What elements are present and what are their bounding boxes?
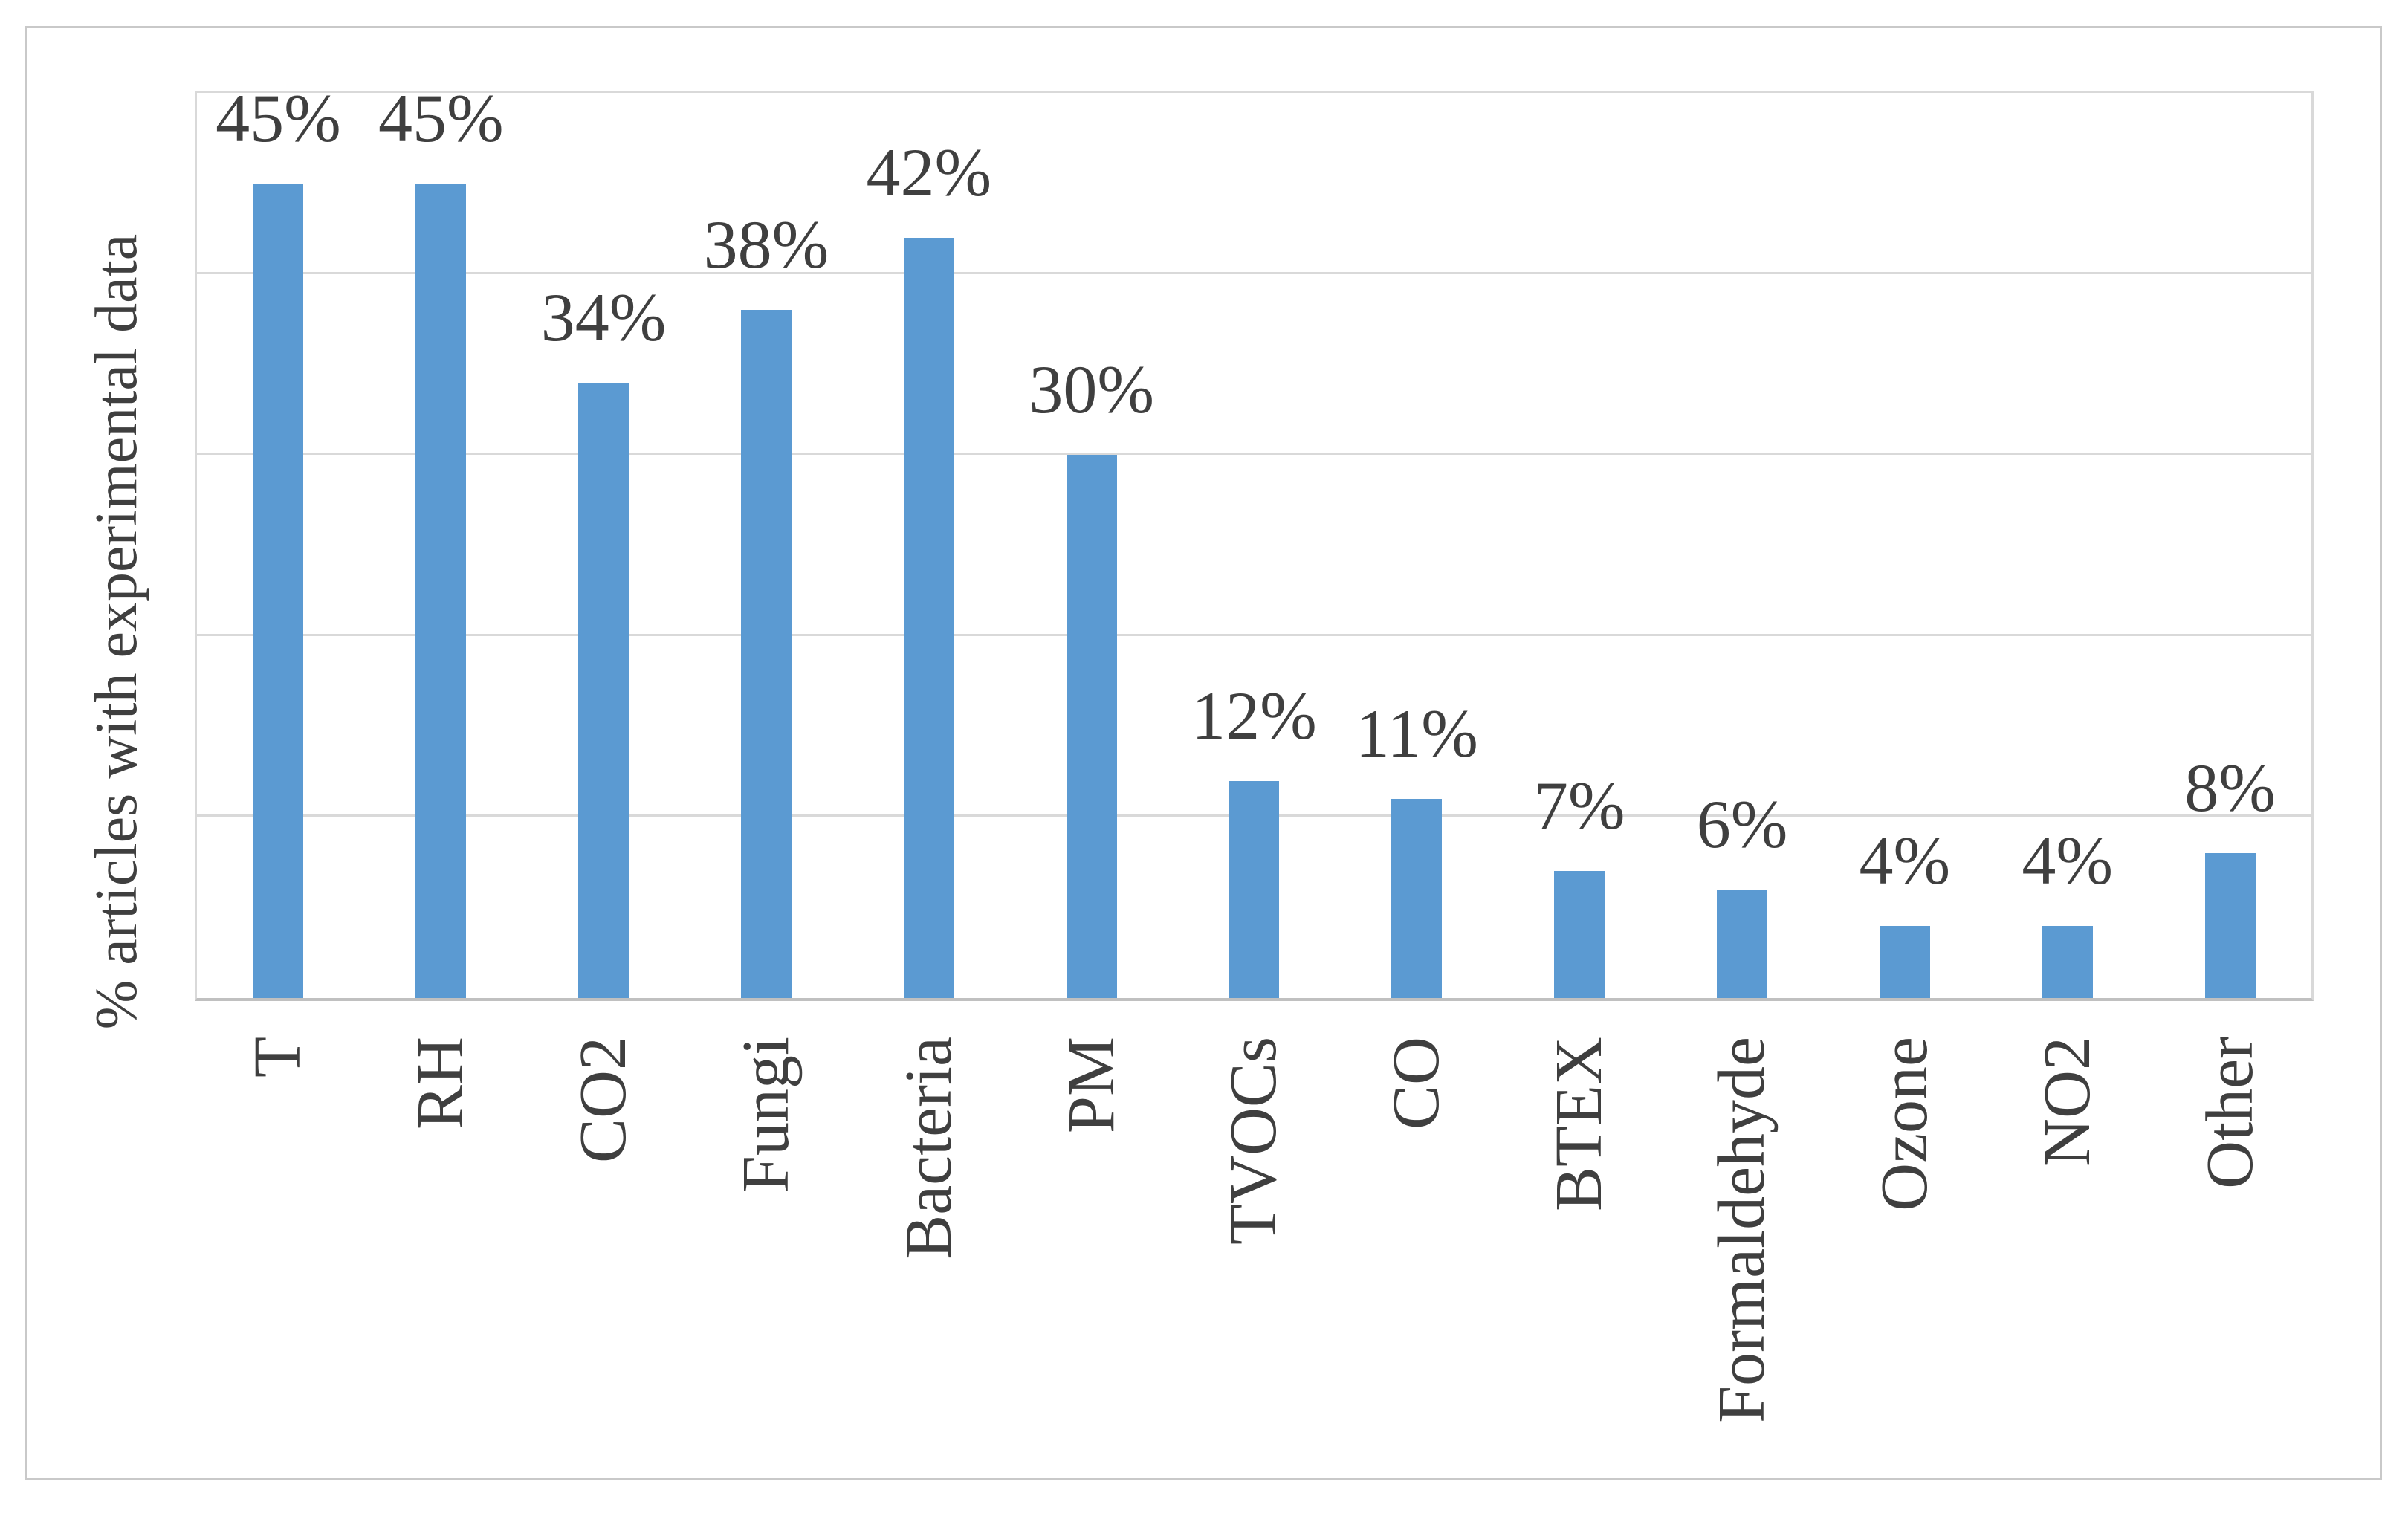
gridline [197, 633, 2311, 636]
bar [578, 382, 629, 998]
x-category-label: TVOCs [1217, 1037, 1291, 1245]
x-category-label: CO [1379, 1037, 1454, 1130]
bar-value-label: 45% [378, 80, 504, 156]
bar [1391, 799, 1443, 998]
bar-value-label: 8% [2184, 750, 2276, 826]
bar-value-label: 38% [703, 207, 829, 283]
bar [2204, 853, 2256, 998]
x-category-label: Other [2192, 1037, 2267, 1189]
x-category-label: Ozone [1867, 1037, 1941, 1211]
x-category-label: RH [404, 1037, 478, 1130]
bar [903, 237, 954, 998]
bar-value-label: 6% [1696, 785, 1788, 862]
y-axis-title: % articles with experimental data [84, 233, 149, 1030]
x-category-label: Fungi [728, 1037, 803, 1193]
x-category-label: BTEX [1542, 1037, 1616, 1211]
bar [415, 183, 467, 998]
x-category-label: Formaldehyde [1705, 1037, 1779, 1423]
bar-value-label: 11% [1355, 696, 1478, 772]
bar-value-label: 30% [1029, 352, 1154, 428]
bar-slot: 45% T [197, 82, 360, 1078]
x-category-label: NO2 [2030, 1037, 2104, 1167]
bars-row: 45% T 45% RH 34% CO2 38% Fungi 42% Bacteria 30% PM 1… [197, 82, 2311, 1423]
bar [253, 183, 304, 998]
bar-slot: 6% Formaldehyde [1661, 93, 1824, 1423]
bar-slot: 45% RH [360, 82, 522, 1130]
bar-slot: 7% BTEX [1498, 93, 1661, 1211]
bar-value-label: 4% [1859, 822, 1951, 898]
bar-slot: 8% Other [2149, 93, 2311, 1189]
bar-value-label: 42% [866, 134, 992, 210]
bar [1066, 455, 1117, 998]
bar [1229, 780, 1280, 998]
bar [740, 310, 792, 998]
bar-value-label: 45% [216, 80, 341, 156]
bar [1554, 871, 1605, 998]
bar-slot: 42% Bacteria [847, 93, 1010, 1260]
bar [1879, 925, 1930, 998]
bar [2042, 925, 2093, 998]
bar-slot: 38% Fungi [685, 93, 848, 1193]
bar-slot: 4% Ozone [1823, 93, 1986, 1211]
bar [1717, 889, 1768, 998]
bar-value-label: 7% [1533, 768, 1625, 844]
bar-slot: 12% TVOCs [1173, 93, 1336, 1245]
gridline [197, 271, 2311, 274]
bar-value-label: 4% [2022, 822, 2114, 898]
gridline [197, 453, 2311, 456]
x-category-label: T [241, 1037, 315, 1078]
plot-area: 45% T 45% RH 34% CO2 38% Fungi 42% Bacteria 30% PM 1… [195, 82, 2314, 1423]
bar-slot: 11% CO [1336, 93, 1498, 1130]
bar-value-label: 34% [540, 279, 667, 355]
bar-slot: 34% CO2 [522, 93, 685, 1163]
bar-slot: 30% PM [1010, 93, 1173, 1133]
bar-value-label: 12% [1191, 677, 1317, 754]
x-category-label: PM [1054, 1037, 1128, 1134]
x-category-label: Bacteria [891, 1037, 965, 1260]
bar-slot: 4% NO2 [1986, 93, 2149, 1167]
x-category-label: CO2 [566, 1037, 641, 1164]
